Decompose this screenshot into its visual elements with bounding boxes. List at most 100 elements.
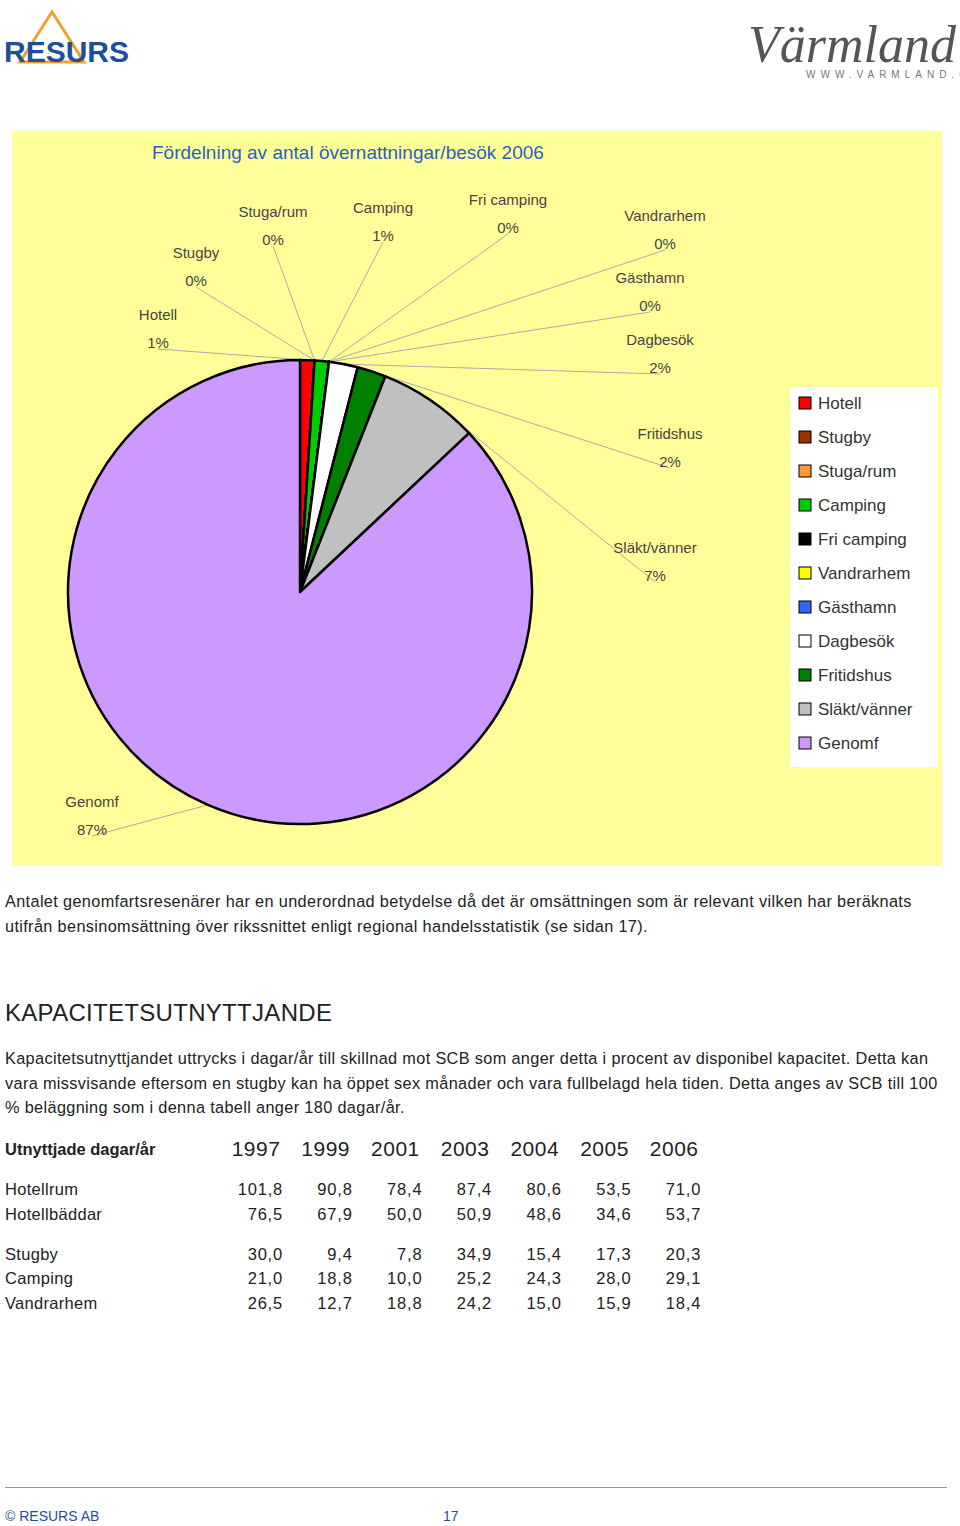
slice-label: Stugby: [173, 244, 220, 261]
logo-text: RESURS: [4, 35, 129, 68]
legend-label: Camping: [818, 496, 886, 515]
slice-label: Stuga/rum: [238, 203, 307, 220]
table-cell: 29,1: [631, 1269, 701, 1288]
legend-box: [790, 387, 938, 767]
legend-swatch: [799, 635, 811, 647]
row-label: Camping: [5, 1269, 73, 1288]
footer-text: © RESURS AB: [5, 1508, 99, 1524]
slice-label: Fritidshus: [637, 425, 702, 442]
page-header: RESURSVärmlandWWW.VARMLAND.ORG: [0, 0, 960, 95]
leader-line: [329, 312, 650, 362]
legend-swatch: [799, 499, 811, 511]
table-cell: 15,9: [562, 1294, 632, 1313]
table-cell: 53,5: [562, 1180, 632, 1199]
legend-label: Släkt/vänner: [818, 700, 913, 719]
legend-label: Stuga/rum: [818, 462, 896, 481]
slice-label: Genomf: [65, 793, 119, 810]
table-cell: 26,5: [213, 1294, 283, 1313]
table-header: Utnyttjade dagar/år: [5, 1140, 155, 1159]
table-cell: 21,0: [213, 1269, 283, 1288]
leader-line: [273, 246, 315, 360]
slices: [68, 360, 532, 824]
slice-label: Camping: [353, 199, 413, 216]
legend-label: Fritidshus: [818, 666, 892, 685]
legend-swatch: [799, 703, 811, 715]
legend-label: Vandrarhem: [818, 564, 910, 583]
legend-label: Dagbesök: [818, 632, 895, 651]
table-cell: 24,2: [422, 1294, 492, 1313]
legend-label: Gästhamn: [818, 598, 896, 617]
slice-value: 0%: [639, 297, 661, 314]
row-label: Vandrarhem: [5, 1294, 98, 1313]
legend-swatch: [799, 567, 811, 579]
legend-swatch: [799, 533, 811, 545]
leader-line: [343, 364, 660, 374]
table-cell: 53,7: [631, 1205, 701, 1224]
table-cell: 71,0: [631, 1180, 701, 1199]
table-cell: 10,0: [352, 1269, 422, 1288]
legend: HotellStugbyStuga/rumCampingFri campingV…: [790, 387, 938, 767]
table-cell: 24,3: [492, 1269, 562, 1288]
slice-value: 2%: [649, 359, 671, 376]
table-cell: 76,5: [213, 1205, 283, 1224]
section-heading: KAPACITETSUTNYTTJANDE: [5, 999, 332, 1027]
slice-value: 0%: [497, 219, 519, 236]
column-header: 2003: [434, 1137, 496, 1161]
table-cell: 90,8: [283, 1180, 353, 1199]
row-label: Hotellbäddar: [5, 1205, 102, 1224]
paragraph: Kapacitetsutnyttjandet uttrycks i dagar/…: [5, 1046, 950, 1120]
slice-value: 7%: [644, 567, 666, 584]
slice-label: Vandrarhem: [624, 207, 705, 224]
legend-swatch: [799, 737, 811, 749]
table-cell: 50,9: [422, 1205, 492, 1224]
slice-label: Fri camping: [469, 191, 547, 208]
logo-text: Värmland: [748, 16, 957, 73]
table-cell: 28,0: [562, 1269, 632, 1288]
chart-title: Fördelning av antal övernattningar/besök…: [152, 142, 544, 163]
leader-line: [322, 242, 383, 361]
column-header: 1999: [295, 1137, 357, 1161]
legend-swatch: [799, 601, 811, 613]
slice-value: 1%: [372, 227, 394, 244]
slice-label: Hotell: [139, 306, 177, 323]
legend-swatch: [799, 465, 811, 477]
column-header: 1997: [225, 1137, 287, 1161]
chart-background: [12, 131, 942, 866]
leader-line: [329, 250, 665, 362]
slice-label: Släkt/vänner: [613, 539, 696, 556]
table-cell: 15,0: [492, 1294, 562, 1313]
footer-rule: [5, 1487, 947, 1488]
table-cell: 17,3: [562, 1245, 632, 1264]
table-cell: 7,8: [352, 1245, 422, 1264]
pie-slice: [68, 360, 532, 824]
legend-label: Hotell: [818, 394, 861, 413]
legend-swatch: [799, 431, 811, 443]
table-cell: 9,4: [283, 1245, 353, 1264]
legend-label: Stugby: [818, 428, 871, 447]
column-header: 2004: [504, 1137, 566, 1161]
slice-value: 0%: [654, 235, 676, 252]
table-cell: 12,7: [283, 1294, 353, 1313]
leader-line: [158, 349, 307, 360]
table-cell: 15,4: [492, 1245, 562, 1264]
table-cell: 20,3: [631, 1245, 701, 1264]
table-cell: 18,8: [283, 1269, 353, 1288]
legend-swatch: [799, 397, 811, 409]
table-cell: 18,4: [631, 1294, 701, 1313]
leader-line: [196, 287, 315, 360]
table-cell: 34,6: [562, 1205, 632, 1224]
slice-value: 0%: [185, 272, 207, 289]
slice-value: 2%: [659, 453, 681, 470]
table-cell: 80,6: [492, 1180, 562, 1199]
leader-line: [329, 234, 508, 362]
table-cell: 34,9: [422, 1245, 492, 1264]
table-cell: 87,4: [422, 1180, 492, 1199]
slice-label: Gästhamn: [615, 269, 684, 286]
table-cell: 18,8: [352, 1294, 422, 1313]
row-label: Stugby: [5, 1245, 58, 1264]
table-cell: 101,8: [213, 1180, 283, 1199]
paragraph: Antalet genomfartsresenärer har en under…: [5, 889, 950, 938]
legend-label: Genomf: [818, 734, 879, 753]
table-cell: 50,0: [352, 1205, 422, 1224]
table-cell: 30,0: [213, 1245, 283, 1264]
